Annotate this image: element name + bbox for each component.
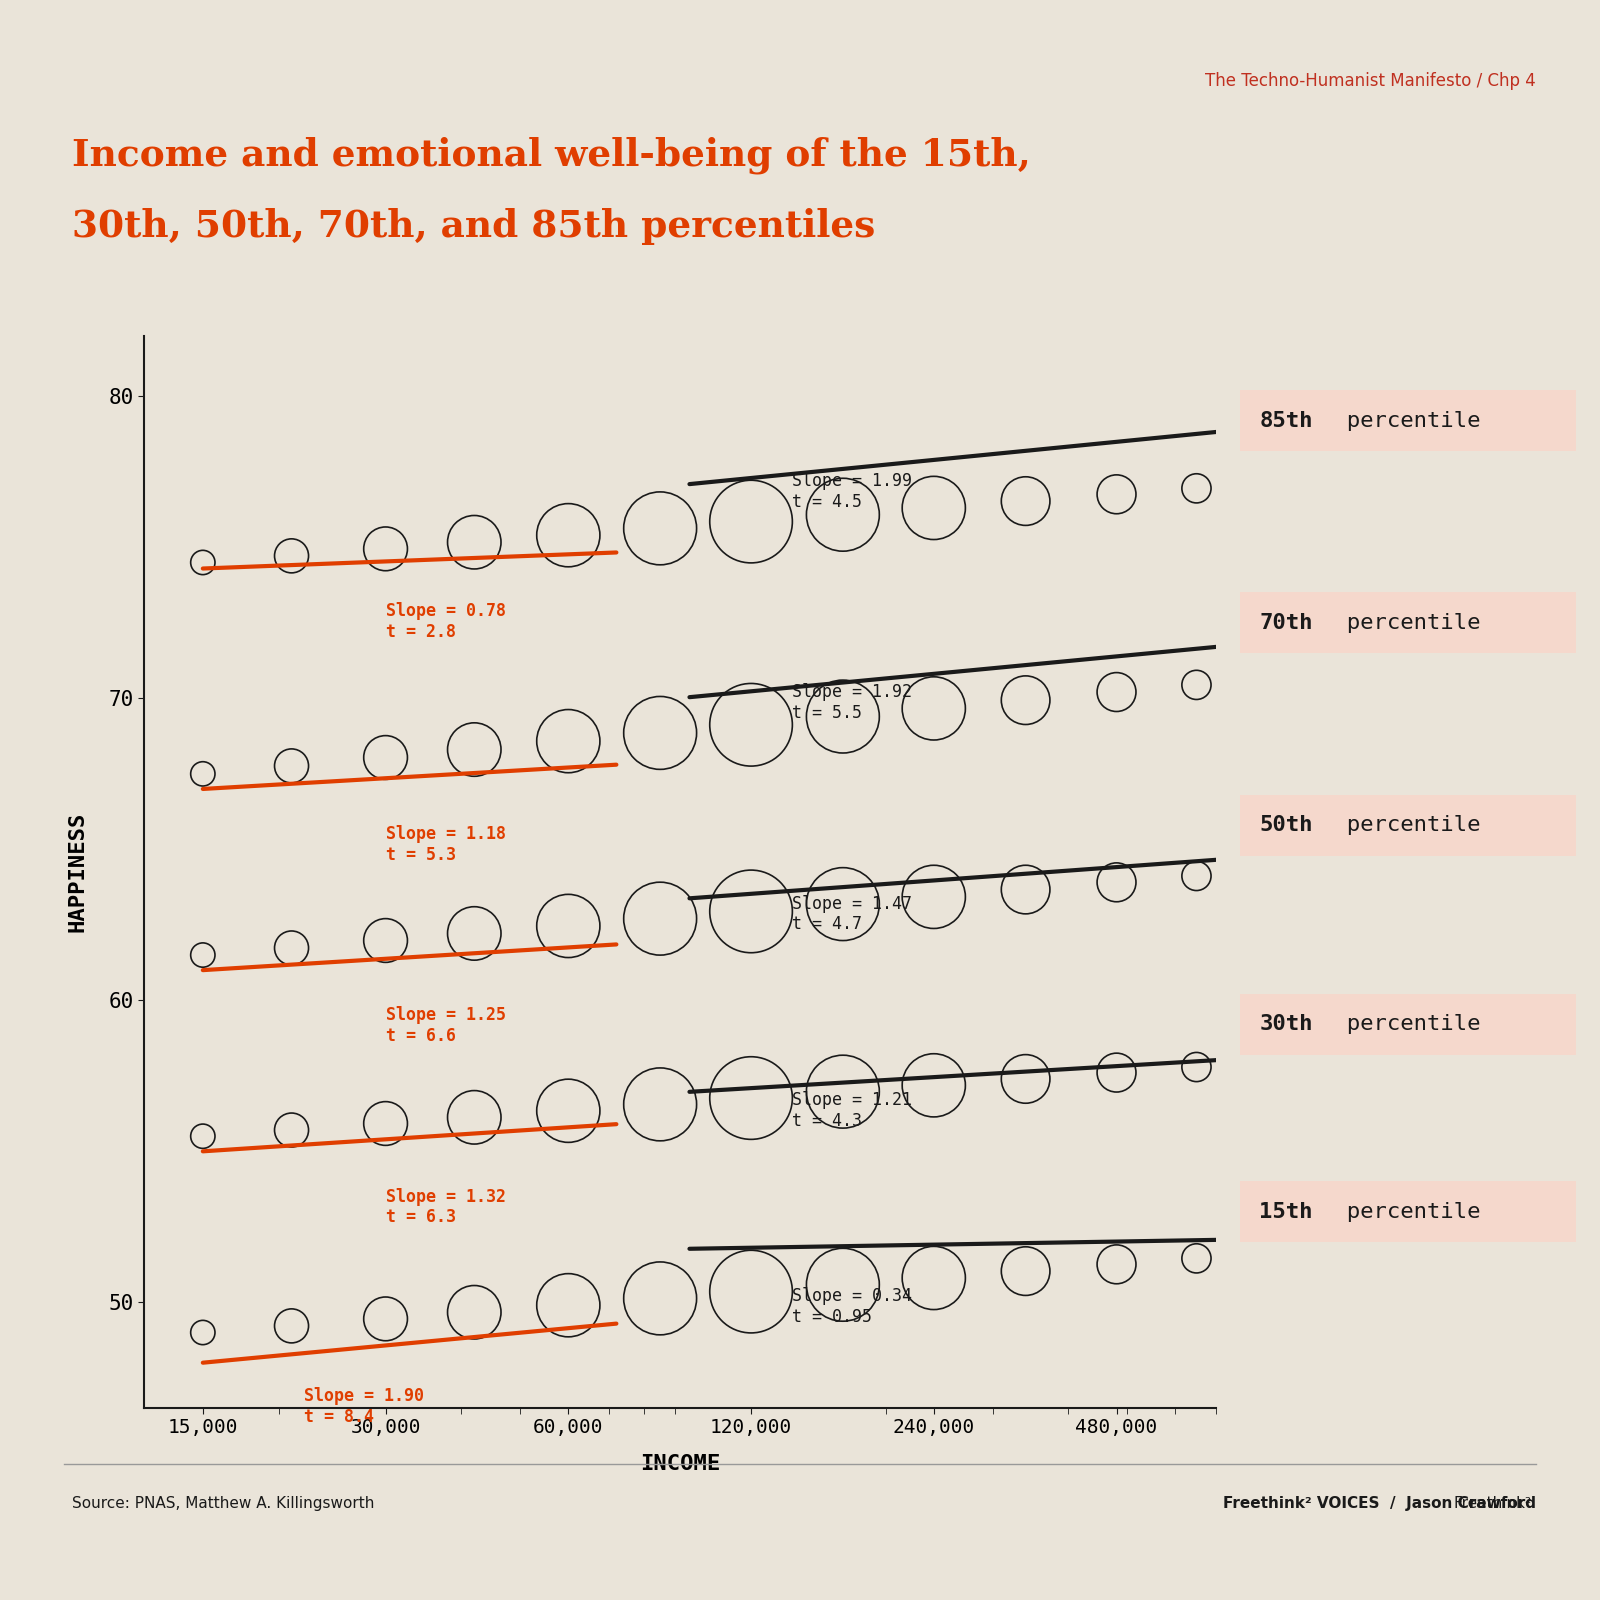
Point — [1104, 869, 1130, 894]
Text: Freethink²: Freethink² — [1454, 1496, 1536, 1510]
Point — [278, 754, 304, 779]
Point — [555, 1098, 581, 1123]
Point — [461, 1299, 486, 1325]
Y-axis label: HAPPINESS: HAPPINESS — [67, 811, 88, 933]
Point — [555, 914, 581, 939]
Point — [648, 720, 674, 746]
Point — [648, 1285, 674, 1310]
Point — [555, 1293, 581, 1318]
Point — [648, 515, 674, 541]
Point — [461, 920, 486, 946]
Point — [373, 744, 398, 770]
Point — [738, 1278, 763, 1304]
Point — [1013, 688, 1038, 714]
Point — [461, 736, 486, 762]
Text: percentile: percentile — [1320, 1014, 1480, 1035]
Text: Slope = 0.34
t = 0.95: Slope = 0.34 t = 0.95 — [792, 1288, 912, 1326]
Point — [1104, 680, 1130, 706]
Point — [278, 1314, 304, 1339]
Point — [1184, 475, 1210, 501]
Point — [648, 906, 674, 931]
Text: Slope = 1.47
t = 4.7: Slope = 1.47 t = 4.7 — [792, 894, 912, 933]
Text: Slope = 1.21
t = 4.3: Slope = 1.21 t = 4.3 — [792, 1091, 912, 1130]
Point — [373, 1306, 398, 1331]
Point — [922, 494, 947, 520]
Text: Slope = 1.99
t = 4.5: Slope = 1.99 t = 4.5 — [792, 472, 912, 510]
Text: 15th: 15th — [1259, 1202, 1312, 1222]
Point — [1104, 1059, 1130, 1085]
Point — [278, 542, 304, 568]
Text: 30th: 30th — [1259, 1014, 1312, 1035]
Point — [190, 762, 216, 787]
Text: percentile: percentile — [1320, 1202, 1480, 1222]
Text: Income and emotional well-being of the 15th,: Income and emotional well-being of the 1… — [72, 136, 1030, 173]
Point — [1104, 1251, 1130, 1277]
Text: percentile: percentile — [1320, 814, 1480, 835]
Text: percentile: percentile — [1320, 411, 1480, 430]
Point — [190, 1320, 216, 1346]
Point — [738, 899, 763, 925]
Point — [190, 550, 216, 576]
Point — [1104, 482, 1130, 507]
X-axis label: INCOME: INCOME — [640, 1454, 720, 1474]
Text: Slope = 1.90
t = 8.4: Slope = 1.90 t = 8.4 — [304, 1387, 424, 1426]
Point — [922, 696, 947, 722]
Point — [278, 934, 304, 960]
Point — [922, 1072, 947, 1098]
Text: 70th: 70th — [1259, 613, 1312, 634]
Point — [1013, 1258, 1038, 1283]
Point — [461, 1104, 486, 1130]
Text: The Techno-Humanist Manifesto / Chp 4: The Techno-Humanist Manifesto / Chp 4 — [1205, 72, 1536, 90]
Point — [830, 891, 856, 917]
Text: 85th: 85th — [1259, 411, 1312, 430]
Text: Freethink² VOICES  /  Jason Crawford: Freethink² VOICES / Jason Crawford — [1222, 1496, 1536, 1510]
Point — [922, 1266, 947, 1291]
Point — [830, 1078, 856, 1104]
Text: Source: PNAS, Matthew A. Killingsworth: Source: PNAS, Matthew A. Killingsworth — [72, 1496, 374, 1510]
Point — [555, 728, 581, 754]
Point — [830, 502, 856, 528]
Text: Slope = 1.18
t = 5.3: Slope = 1.18 t = 5.3 — [386, 826, 506, 864]
Point — [1013, 488, 1038, 514]
Point — [373, 536, 398, 562]
Point — [1184, 1245, 1210, 1270]
Point — [1184, 672, 1210, 698]
Point — [1184, 862, 1210, 888]
Point — [190, 942, 216, 968]
Point — [1013, 877, 1038, 902]
Text: Slope = 0.78
t = 2.8: Slope = 0.78 t = 2.8 — [386, 602, 506, 640]
Point — [373, 928, 398, 954]
Point — [738, 1085, 763, 1110]
Point — [830, 704, 856, 730]
Text: 30th, 50th, 70th, and 85th percentiles: 30th, 50th, 70th, and 85th percentiles — [72, 208, 875, 245]
Point — [278, 1117, 304, 1142]
Text: percentile: percentile — [1320, 613, 1480, 634]
Point — [190, 1123, 216, 1149]
Point — [648, 1091, 674, 1117]
Point — [461, 530, 486, 555]
Text: Slope = 1.32
t = 6.3: Slope = 1.32 t = 6.3 — [386, 1187, 506, 1226]
Point — [738, 509, 763, 534]
Text: 50th: 50th — [1259, 814, 1312, 835]
Text: Slope = 1.92
t = 5.5: Slope = 1.92 t = 5.5 — [792, 683, 912, 722]
Point — [1013, 1066, 1038, 1091]
Point — [555, 523, 581, 549]
Point — [830, 1272, 856, 1298]
Text: Slope = 1.25
t = 6.6: Slope = 1.25 t = 6.6 — [386, 1006, 506, 1045]
Point — [738, 712, 763, 738]
Point — [373, 1110, 398, 1136]
Point — [922, 885, 947, 910]
Point — [1184, 1054, 1210, 1080]
